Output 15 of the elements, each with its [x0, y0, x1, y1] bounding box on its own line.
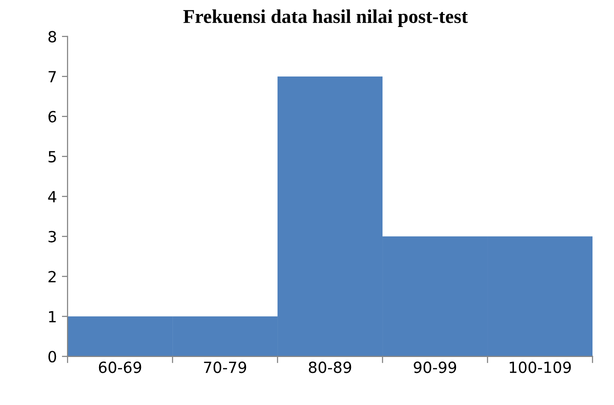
y-tick-label: 3: [48, 230, 56, 242]
y-tick-label: 4: [48, 191, 56, 202]
chart-title: Frekuensi data hasil nilai post-test: [183, 9, 468, 28]
x-tick-label: 70-79: [204, 362, 246, 374]
y-tick-label: 5: [48, 151, 56, 162]
y-tick-label: 2: [48, 270, 56, 282]
x-tick-label: 60-69: [98, 362, 142, 374]
x-tick-label: 90-99: [414, 362, 456, 374]
x-tick-label: 100-109: [510, 362, 571, 374]
y-tick-label: 6: [48, 110, 56, 122]
y-tick-label: 1: [49, 311, 56, 322]
y-tick-label: 7: [48, 71, 56, 82]
y-tick-label: 8: [48, 30, 56, 42]
x-tick-label: 80-89: [308, 362, 352, 374]
y-tick-label: 0: [48, 350, 56, 362]
